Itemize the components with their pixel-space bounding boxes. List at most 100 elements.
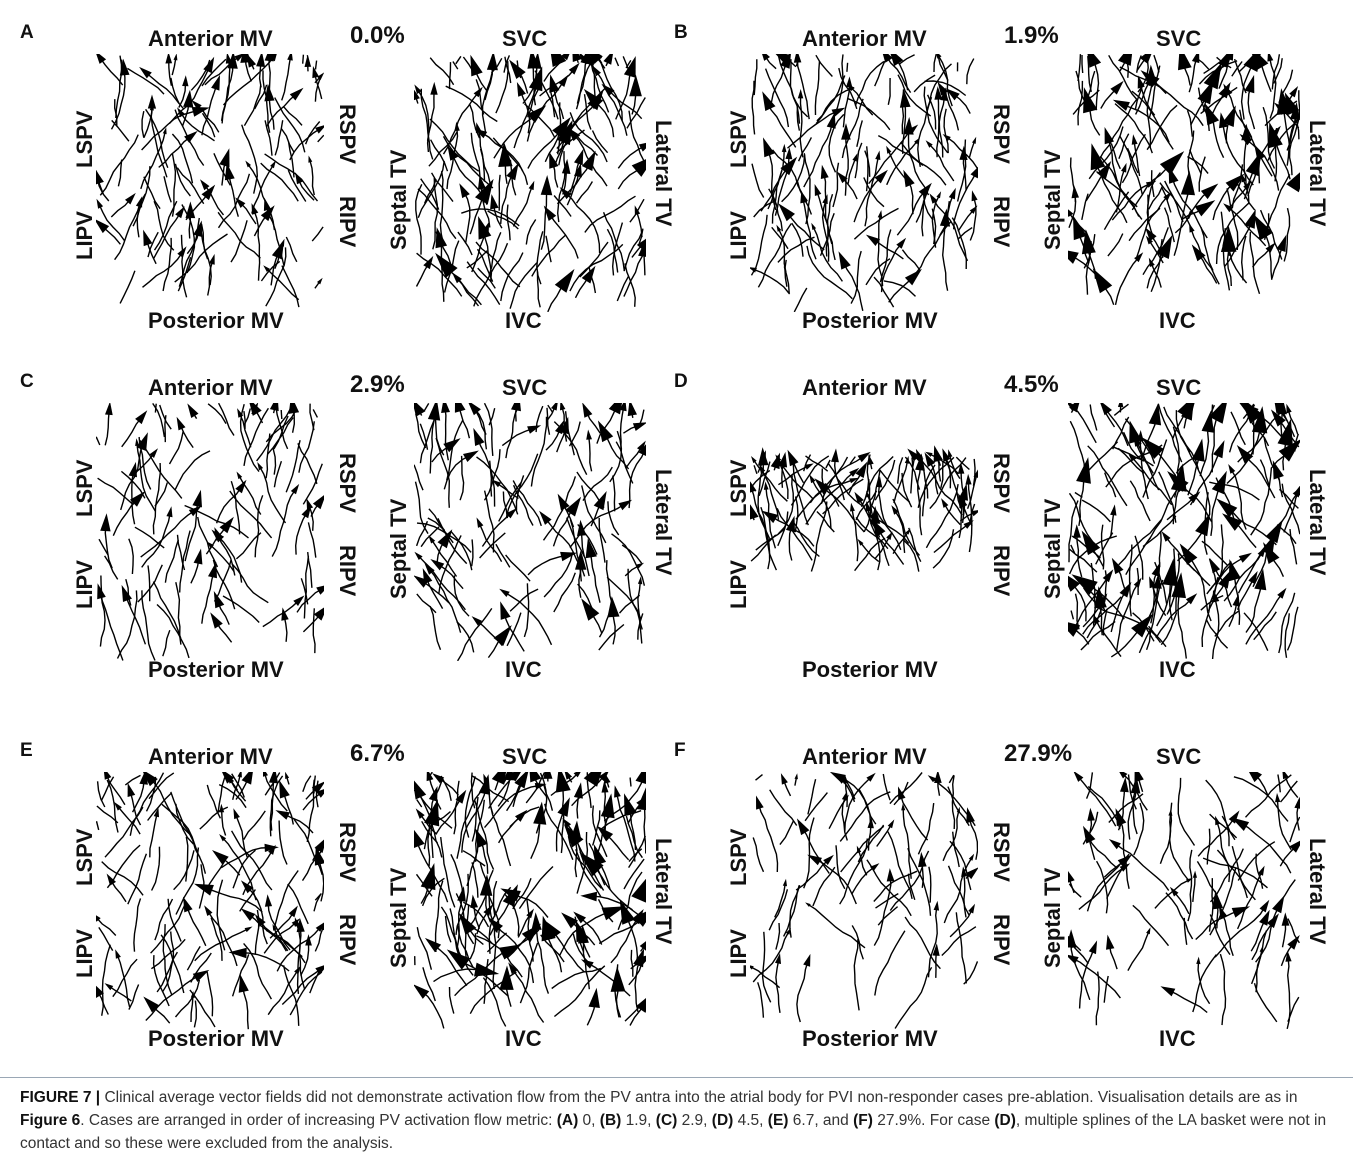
flow-arrowhead bbox=[543, 772, 553, 779]
flow-streamline bbox=[1070, 610, 1075, 620]
flow-streamline bbox=[439, 170, 444, 243]
flow-streamline bbox=[281, 56, 292, 101]
flow-streamline bbox=[558, 131, 573, 166]
label-ivc: IVC bbox=[1159, 657, 1196, 682]
flow-streamline bbox=[586, 772, 592, 809]
flow-streamline bbox=[1087, 834, 1118, 869]
flow-streamline bbox=[500, 171, 515, 224]
flow-streamline bbox=[750, 966, 781, 989]
flow-streamline bbox=[1068, 548, 1098, 573]
flow-streamline bbox=[1131, 90, 1174, 150]
flow-streamline bbox=[839, 791, 891, 842]
flow-streamline bbox=[548, 212, 579, 259]
flow-streamline bbox=[579, 916, 603, 945]
flow-arrowhead bbox=[1208, 403, 1227, 424]
flow-streamline bbox=[939, 201, 950, 236]
flow-streamline bbox=[471, 862, 479, 898]
flow-streamline bbox=[956, 139, 967, 202]
flow-streamline bbox=[505, 405, 520, 459]
flow-streamline bbox=[1189, 149, 1202, 175]
flow-arrowhead bbox=[515, 809, 528, 822]
flow-arrowhead bbox=[865, 234, 881, 246]
flow-streamline bbox=[871, 470, 881, 506]
flow-streamline bbox=[796, 103, 801, 131]
flow-streamline bbox=[124, 594, 147, 645]
flow-streamline bbox=[1206, 828, 1211, 865]
flow-streamline bbox=[416, 89, 430, 142]
flow-streamline bbox=[215, 486, 243, 524]
flow-streamline bbox=[432, 943, 468, 987]
flow-streamline bbox=[1108, 54, 1139, 101]
flow-arrowhead bbox=[579, 54, 586, 61]
flow-streamline bbox=[1127, 786, 1137, 840]
label-svc: SVC bbox=[1156, 375, 1202, 400]
flow-streamline bbox=[774, 882, 786, 918]
flow-arrowhead bbox=[886, 531, 893, 540]
flow-streamline bbox=[475, 241, 521, 288]
flow-arrowhead bbox=[905, 528, 911, 535]
flow-streamline bbox=[530, 416, 548, 487]
flow-streamline bbox=[1197, 816, 1236, 857]
flow-streamline bbox=[114, 202, 141, 261]
flow-streamline bbox=[874, 930, 906, 996]
flow-streamline bbox=[213, 559, 232, 602]
figure-6-link[interactable]: Figure 6 bbox=[20, 1112, 81, 1129]
flow-arrowhead bbox=[1117, 403, 1124, 408]
flow-streamline bbox=[1282, 103, 1293, 176]
flow-streamline bbox=[546, 407, 551, 435]
flow-streamline bbox=[791, 520, 820, 558]
flow-arrowhead bbox=[203, 56, 215, 74]
flow-arrowhead bbox=[483, 773, 489, 784]
flow-streamline bbox=[178, 81, 187, 108]
flow-metric: 6.7% bbox=[350, 740, 405, 767]
flow-streamline bbox=[1218, 54, 1232, 89]
flow-arrowhead bbox=[756, 795, 764, 810]
flow-arrowhead bbox=[129, 491, 146, 507]
flow-arrowhead bbox=[886, 868, 895, 882]
flow-arrowhead bbox=[212, 850, 229, 865]
flow-streamline bbox=[598, 612, 611, 638]
flow-streamline bbox=[238, 413, 252, 448]
flow-arrowhead bbox=[1145, 180, 1157, 188]
panel-letter: D bbox=[674, 371, 688, 392]
flow-streamline bbox=[833, 456, 845, 501]
flow-streamline bbox=[809, 455, 865, 504]
panel-letter: C bbox=[20, 371, 34, 392]
flow-streamline bbox=[1103, 191, 1130, 231]
flow-streamline bbox=[420, 88, 434, 160]
flow-arrowhead bbox=[288, 403, 300, 414]
flow-arrowhead bbox=[135, 196, 143, 208]
label-svc: SVC bbox=[502, 26, 548, 51]
flow-streamline bbox=[267, 901, 291, 951]
flow-arrowhead bbox=[1265, 519, 1283, 544]
flow-streamline bbox=[850, 250, 862, 304]
flow-arrowhead bbox=[238, 974, 249, 993]
flow-streamline bbox=[576, 471, 605, 509]
flow-streamline bbox=[824, 482, 840, 507]
flow-streamline bbox=[936, 456, 942, 466]
flow-streamline bbox=[876, 527, 905, 565]
flow-streamline bbox=[458, 957, 509, 997]
flow-streamline bbox=[222, 595, 260, 623]
flow-streamline bbox=[1165, 892, 1194, 940]
flow-streamline bbox=[443, 454, 471, 490]
flow-streamline bbox=[220, 808, 227, 836]
flow-arrowhead bbox=[1068, 575, 1081, 592]
flow-streamline bbox=[99, 134, 139, 196]
flow-streamline bbox=[246, 886, 268, 945]
flow-streamline bbox=[941, 219, 949, 291]
flow-arrowhead bbox=[315, 125, 324, 134]
flow-streamline bbox=[247, 163, 276, 231]
flow-arrowhead bbox=[166, 506, 173, 518]
flow-arrowhead bbox=[636, 796, 646, 808]
flow-streamline bbox=[421, 877, 445, 907]
flow-streamline bbox=[866, 859, 912, 917]
flow-streamline bbox=[796, 960, 809, 1023]
flow-arrowhead bbox=[596, 825, 614, 842]
flow-streamline bbox=[124, 774, 141, 786]
flow-streamline bbox=[456, 608, 493, 661]
flow-streamline bbox=[1230, 411, 1246, 446]
flow-streamline bbox=[141, 110, 145, 138]
flow-arrowhead bbox=[1177, 403, 1195, 420]
flow-arrowhead bbox=[317, 277, 323, 285]
